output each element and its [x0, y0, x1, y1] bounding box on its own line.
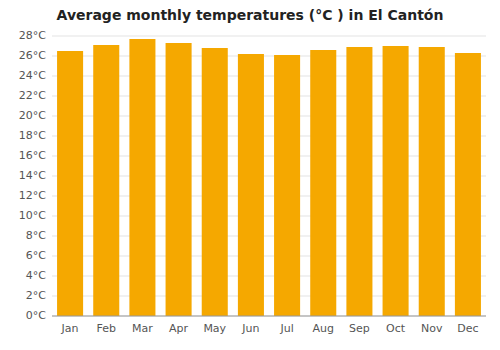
grid-line [52, 36, 486, 37]
y-tick-label: 8°C [26, 229, 46, 242]
chart-svg: 0°C 2°C 4°C 6°C 8°C 10°C 12°C 14°C 16°C 18°C 20°C 2… [0, 0, 500, 350]
y-tick-label: 4°C [26, 269, 46, 282]
y-tick-label: 12°C [19, 189, 46, 202]
bar [310, 50, 336, 316]
bar [274, 55, 300, 316]
x-tick-label: Jul [279, 322, 293, 335]
bars [57, 39, 481, 316]
bar [202, 48, 228, 316]
y-tick-label: 22°C [19, 89, 46, 102]
bar [455, 53, 481, 316]
x-tick-label: Dec [457, 322, 478, 335]
bar [129, 39, 155, 316]
x-tick-label: Jun [241, 322, 259, 335]
bar [238, 54, 264, 316]
y-tick-label: 10°C [19, 209, 46, 222]
bar [383, 46, 409, 316]
y-tick-label: 0°C [26, 309, 46, 322]
x-tick-label: Mar [132, 322, 153, 335]
x-tick-label: Apr [169, 322, 189, 335]
y-tick-label: 18°C [19, 129, 46, 142]
x-tick-label: Jan [61, 322, 79, 335]
grid-line [52, 316, 486, 317]
y-tick-label: 6°C [26, 249, 46, 262]
y-tick-label: 16°C [19, 149, 46, 162]
x-tick-label: Oct [386, 322, 406, 335]
y-tick-label: 26°C [19, 49, 46, 62]
bar [93, 45, 119, 316]
x-axis: Jan Feb Mar Apr May Jun Jul Aug Sep Oct Nov Dec [61, 322, 479, 335]
chart-title: Average monthly temperatures (°C ) in El… [57, 7, 444, 23]
x-tick-label: May [203, 322, 226, 335]
x-tick-label: Nov [421, 322, 443, 335]
chart-container: 0°C 2°C 4°C 6°C 8°C 10°C 12°C 14°C 16°C 18°C 20°C 2… [0, 0, 500, 350]
bar [57, 51, 83, 316]
x-tick-label: Feb [97, 322, 116, 335]
y-tick-label: 20°C [19, 109, 46, 122]
y-tick-label: 28°C [19, 29, 46, 42]
x-tick-label: Aug [313, 322, 334, 335]
y-tick-label: 24°C [19, 69, 46, 82]
y-tick-label: 14°C [19, 169, 46, 182]
bar [419, 47, 445, 316]
grid [52, 36, 486, 316]
y-tick-label: 2°C [26, 289, 46, 302]
bar [346, 47, 372, 316]
x-axis-line [52, 316, 486, 317]
y-axis: 0°C 2°C 4°C 6°C 8°C 10°C 12°C 14°C 16°C 18°C 20°C 2… [19, 29, 46, 322]
x-tick-label: Sep [349, 322, 370, 335]
bar [166, 43, 192, 316]
